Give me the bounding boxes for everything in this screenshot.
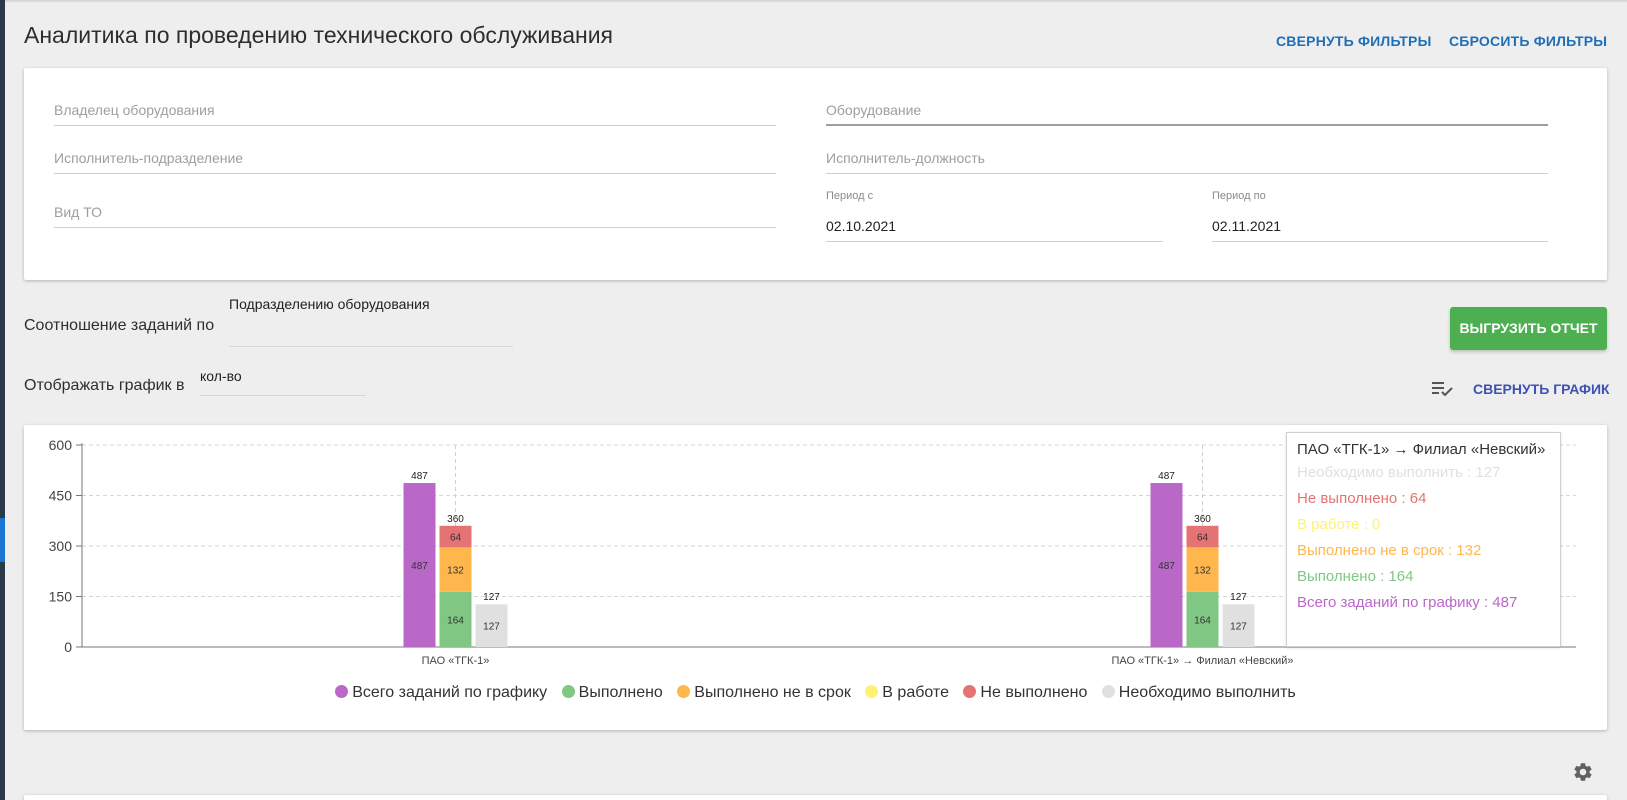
y-tick-label: 300 (49, 538, 73, 554)
playlist-check-icon[interactable] (1431, 380, 1453, 398)
y-tick-label: 600 (49, 437, 73, 453)
y-tick-label: 150 (49, 589, 73, 605)
x-category-label: ПАО «ТГК-1» → Филиал «Невский» (1111, 655, 1293, 667)
bar-segment-required (475, 604, 508, 647)
bar-total-label: 127 (1230, 592, 1247, 603)
bar-value-label: 132 (447, 566, 464, 577)
chart-legend: Всего заданий по графику Выполнено Выпол… (24, 684, 1607, 702)
bar-segment-done (439, 591, 472, 647)
executor-department-placeholder: Исполнитель-подразделение (54, 150, 244, 166)
bar-value-label: 64 (450, 533, 462, 544)
y-tick-label: 0 (64, 639, 72, 655)
legend-label-not-done: Не выполнено (980, 684, 1088, 701)
bar-segment-required (1222, 604, 1255, 647)
bar-value-label: 127 (483, 622, 500, 633)
maintenance-type-placeholder: Вид ТО (54, 204, 103, 220)
export-report-button[interactable]: ВЫГРУЗИТЬ ОТЧЕТ (1450, 307, 1607, 350)
legend-label-late: Выполнено не в срок (694, 684, 851, 701)
display-label: Отображать график в (24, 377, 185, 394)
legend-item-done[interactable]: Выполнено (561, 684, 663, 702)
bar-segment-not_done (1186, 525, 1219, 548)
legend-item-total[interactable]: Всего заданий по графику (335, 684, 547, 702)
legend-dot-done (561, 685, 575, 698)
legend-label-done: Выполнено (578, 684, 663, 701)
bar-value-label: 164 (447, 615, 464, 626)
period-to-label: Период по (1212, 190, 1266, 202)
bar-value-label: 487 (1158, 561, 1175, 572)
page-title: Аналитика по проведению технического обс… (24, 22, 613, 48)
period-from-value: 02.10.2021 (826, 218, 897, 234)
tooltip-row-done: Выполнено : 164 (1297, 568, 1414, 585)
bar-segment-done (1186, 591, 1219, 647)
period-from-label: Период с (826, 190, 874, 202)
collapse-chart-button[interactable]: СВЕРНУТЬ ГРАФИК (1473, 381, 1610, 397)
bottom-panel (24, 795, 1607, 800)
ratio-select[interactable]: Подразделению оборудования (229, 296, 513, 347)
bar-value-label: 64 (1197, 533, 1209, 544)
period-from-field[interactable]: Период с 02.10.2021 (826, 190, 1163, 242)
maintenance-type-field[interactable]: Вид ТО (54, 202, 776, 228)
legend-label-total: Всего заданий по графику (352, 684, 548, 701)
gear-icon[interactable] (1572, 761, 1594, 783)
legend-label-in-work: В работе (882, 684, 949, 701)
ratio-select-value: Подразделению оборудования (229, 296, 430, 312)
y-tick-label: 450 (49, 488, 73, 504)
executor-position-field[interactable]: Исполнитель-должность (826, 148, 1548, 174)
period-to-value: 02.11.2021 (1212, 218, 1282, 234)
filters-panel: Владелец оборудования Оборудование Испол… (24, 68, 1607, 280)
bar-value-label: 487 (411, 561, 428, 572)
top-shadow (5, 0, 1627, 3)
left-nav-strip (0, 0, 5, 800)
tooltip-row-total: Всего заданий по графику : 487 (1297, 594, 1518, 611)
chart-tooltip: ПАО «ТГК-1» → Филиал «Невский» Необходим… (1286, 432, 1561, 647)
equipment-field[interactable]: Оборудование (826, 100, 1548, 126)
chart-canvas: 0 150 300 450 600 487 487 164 132 64 360 127 127 ПАО … (49, 437, 1576, 667)
bar-value-label: 164 (1194, 615, 1211, 626)
bar-value-label: 132 (1194, 566, 1211, 577)
equipment-placeholder: Оборудование (826, 102, 922, 118)
tooltip-row-not-done: Не выполнено : 64 (1297, 490, 1427, 507)
nav-active-marker (0, 518, 5, 562)
bar-segment-not_done (439, 525, 472, 548)
bar-total-label: 487 (1158, 471, 1175, 482)
display-select[interactable]: кол-во (200, 368, 366, 396)
bar-total-label: 360 (1194, 514, 1211, 525)
legend-item-in-work[interactable]: В работе (865, 684, 949, 702)
bar-total-label: 487 (411, 471, 428, 482)
period-to-field[interactable]: Период по 02.11.2021 (1212, 190, 1548, 242)
tooltip-row-required: Необходимо выполнить : 127 (1297, 464, 1501, 481)
reset-filters-button[interactable]: СБРОСИТЬ ФИЛЬТРЫ (1449, 33, 1608, 49)
legend-dot-not-done (963, 685, 977, 698)
legend-item-required[interactable]: Необходимо выполнить (1101, 684, 1296, 702)
owner-field[interactable]: Владелец оборудования (54, 100, 776, 126)
x-category-label: ПАО «ТГК-1» (422, 655, 490, 667)
legend-dot-in-work (865, 685, 879, 698)
legend-item-late[interactable]: Выполнено не в срок (677, 684, 851, 702)
bar-segment-total (403, 483, 436, 647)
tooltip-title: ПАО «ТГК-1» → Филиал «Невский» (1297, 441, 1546, 458)
bar-total-label: 127 (483, 592, 500, 603)
owner-placeholder: Владелец оборудования (54, 102, 215, 118)
bar-segment-late (1186, 547, 1219, 592)
bar-segment-total (1150, 483, 1183, 647)
legend-item-not-done[interactable]: Не выполнено (963, 684, 1087, 702)
bar-value-label: 127 (1230, 622, 1247, 633)
collapse-filters-button[interactable]: СВЕРНУТЬ ФИЛЬТРЫ (1276, 33, 1432, 49)
tooltip-row-late: Выполнено не в срок : 132 (1297, 542, 1482, 559)
legend-dot-total (335, 685, 349, 698)
legend-dot-required (1101, 685, 1115, 698)
display-select-value: кол-во (200, 368, 242, 384)
bar-segment-late (439, 547, 472, 592)
ratio-label: Соотношение заданий по (24, 317, 215, 334)
legend-dot-late (677, 685, 691, 698)
chart-panel: 0 150 300 450 600 487 487 164 132 64 360 127 127 ПАО … (24, 425, 1607, 730)
tooltip-row-in-work: В работе : 0 (1297, 516, 1381, 533)
executor-department-field[interactable]: Исполнитель-подразделение (54, 148, 776, 174)
legend-label-required: Необходимо выполнить (1118, 684, 1296, 701)
executor-position-placeholder: Исполнитель-должность (826, 150, 985, 166)
bar-total-label: 360 (447, 514, 464, 525)
